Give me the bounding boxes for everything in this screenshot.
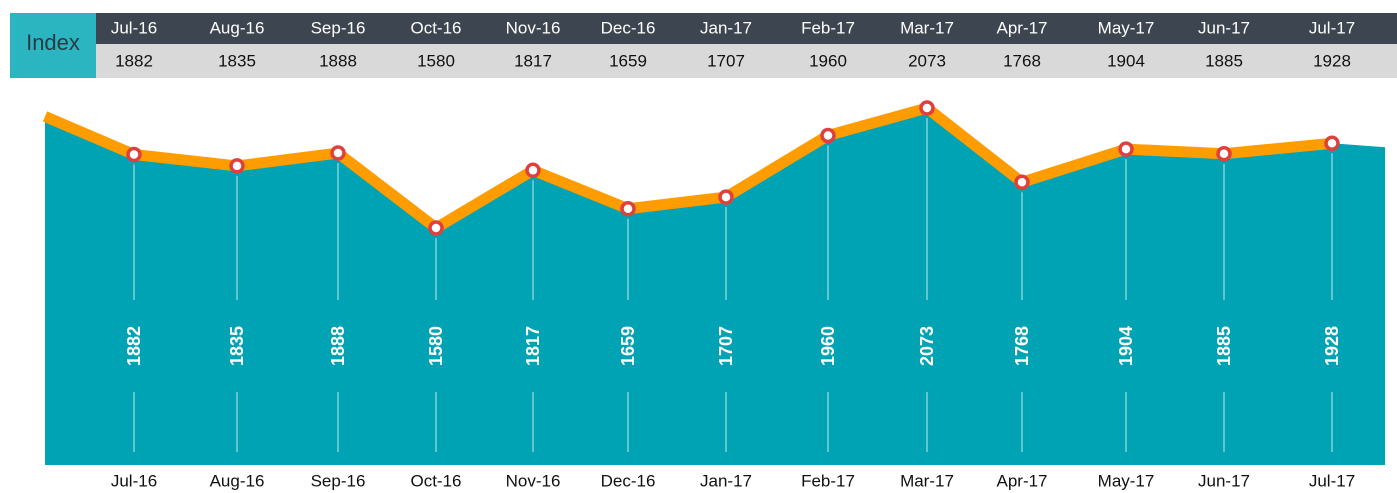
value-row: [96, 44, 1397, 78]
marker: [330, 145, 346, 161]
marker: [1014, 174, 1030, 190]
value-label: 2073: [917, 326, 937, 366]
table-value: 2073: [908, 51, 946, 70]
marker: [1216, 146, 1232, 162]
marker: [229, 158, 245, 174]
table-value: 1768: [1003, 51, 1041, 70]
x-tick-label: May-17: [1098, 471, 1155, 490]
x-tick-label: Sep-16: [311, 471, 366, 490]
header-label: Jun-17: [1198, 18, 1250, 37]
marker: [126, 146, 142, 163]
table-value: 1882: [115, 51, 153, 70]
marker: [1118, 141, 1134, 157]
marker: [525, 162, 541, 179]
marker: [620, 201, 636, 217]
marker: [718, 189, 734, 205]
x-tick-label: Oct-16: [410, 471, 461, 490]
value-label: 1885: [1214, 326, 1234, 366]
value-label: 1888: [328, 326, 348, 366]
table-value: 1580: [417, 51, 455, 70]
x-tick-label: Dec-16: [601, 471, 656, 490]
value-label: 1904: [1116, 326, 1136, 366]
table-value: 1888: [319, 51, 357, 70]
index-label: Index: [26, 30, 80, 55]
header-label: Aug-16: [210, 18, 265, 37]
header-label: Dec-16: [601, 18, 656, 37]
table-value: 1817: [514, 51, 552, 70]
header-label: Nov-16: [506, 18, 561, 37]
value-label: 1928: [1322, 326, 1342, 366]
table-value: 1928: [1313, 51, 1351, 70]
header-label: Sep-16: [311, 18, 366, 37]
value-label: 1659: [618, 326, 638, 366]
marker: [428, 220, 444, 236]
header-label: Apr-17: [996, 18, 1047, 37]
header-label: Jan-17: [700, 18, 752, 37]
marker: [820, 127, 836, 144]
x-tick-label: Jan-17: [700, 471, 752, 490]
value-label: 1960: [818, 326, 838, 366]
index-cell: [10, 13, 96, 78]
header-label: Mar-17: [900, 18, 954, 37]
header-label: Oct-16: [410, 18, 461, 37]
x-tick-label: Apr-17: [996, 471, 1047, 490]
value-label: 1707: [716, 326, 736, 366]
x-tick-label: Mar-17: [900, 471, 954, 490]
header-label: May-17: [1098, 18, 1155, 37]
table-value: 1659: [609, 51, 647, 70]
marker: [1324, 135, 1340, 152]
table-value: 1885: [1205, 51, 1243, 70]
line: [42, 102, 1333, 234]
x-tick-label: Jul-16: [111, 471, 157, 490]
area: [45, 108, 1385, 465]
value-label: 1768: [1012, 326, 1032, 366]
value-label: 1817: [523, 326, 543, 366]
value-label: 1580: [426, 326, 446, 366]
table-value: 1960: [809, 51, 847, 70]
x-tick-label: Jul-17: [1309, 471, 1355, 490]
table-value: 1835: [218, 51, 256, 70]
value-label: 1835: [227, 326, 247, 366]
header-label: Feb-17: [801, 18, 855, 37]
value-label: 1882: [124, 326, 144, 366]
header-label: Jul-17: [1309, 18, 1355, 37]
header-label: Jul-16: [111, 18, 157, 37]
marker: [919, 100, 935, 116]
table-value: 1904: [1107, 51, 1145, 70]
x-tick-label: Jun-17: [1198, 471, 1250, 490]
x-tick-label: Feb-17: [801, 471, 855, 490]
table-value: 1707: [707, 51, 745, 70]
header-row: [96, 13, 1397, 44]
x-tick-label: Nov-16: [506, 471, 561, 490]
x-tick-label: Aug-16: [210, 471, 265, 490]
